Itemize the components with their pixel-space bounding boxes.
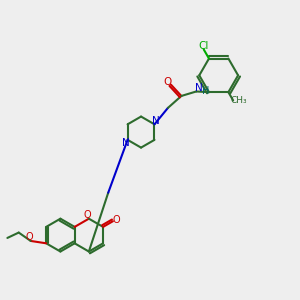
Text: Cl: Cl — [199, 40, 209, 51]
Text: O: O — [112, 215, 120, 225]
Text: N: N — [194, 82, 202, 93]
Text: N: N — [122, 138, 130, 148]
Text: O: O — [26, 232, 33, 242]
Text: O: O — [84, 210, 91, 220]
Text: O: O — [163, 77, 172, 87]
Text: N: N — [152, 116, 160, 126]
Text: CH₃: CH₃ — [231, 96, 248, 105]
Text: H: H — [202, 86, 209, 96]
